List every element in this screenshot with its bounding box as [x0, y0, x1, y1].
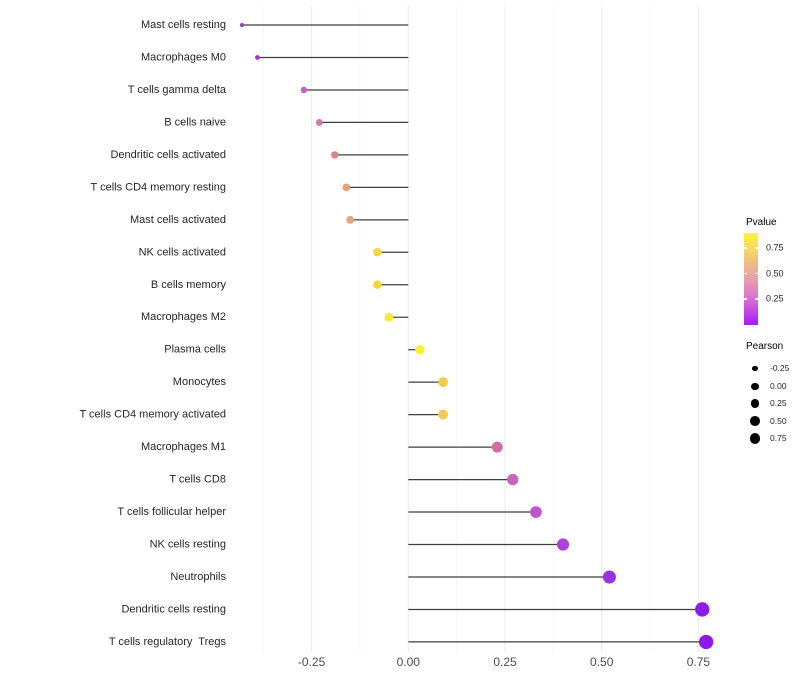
category-label: T cells CD8 [169, 474, 226, 486]
pvalue-colorbar-tick [755, 272, 758, 275]
pearson-legend-row: -0.25 [744, 360, 789, 378]
category-label: T cells CD4 memory activated [79, 409, 226, 421]
pvalue-colorbar-tick [744, 298, 747, 300]
lollipop-dot [415, 344, 425, 355]
pvalue-tick-label: 0.50 [766, 268, 784, 278]
lollipop-dot [530, 506, 542, 518]
category-label: Mast cells activated [130, 214, 226, 226]
lollipop-dot [346, 215, 355, 224]
pvalue-legend: Pvalue 0.75 0.50 0.25 [744, 217, 800, 332]
lollipop-dot [491, 441, 503, 453]
pearson-legend-label: 0.00 [770, 380, 787, 391]
category-label: T cells CD4 memory resting [91, 181, 227, 193]
pearson-legend-dot-icon [751, 382, 759, 390]
category-label: T cells follicular helper [117, 506, 226, 518]
pearson-legend: Pearson -0.25 0.00 0.25 0.50 0.75 [744, 341, 800, 451]
pearson-legend-dot-icon [752, 366, 758, 372]
pvalue-colorbar [744, 233, 758, 325]
lollipop-dot [331, 151, 339, 159]
category-label: Mast cells resting [141, 19, 226, 31]
lollipop-dot [300, 86, 308, 94]
pearson-legend-dot-icon [750, 399, 760, 409]
category-label: B cells memory [151, 279, 227, 291]
pearson-legend-key [744, 366, 766, 372]
pearson-legend-label: 0.50 [770, 415, 787, 426]
category-label: Dendritic cells resting [121, 603, 226, 615]
category-label: NK cells resting [150, 539, 226, 551]
category-label: Monocytes [173, 376, 227, 388]
pearson-legend-key [744, 416, 766, 427]
category-label: T cells regulatory Tregs [109, 636, 227, 648]
pvalue-colorbar-tick [755, 298, 758, 300]
category-label: Neutrophils [170, 571, 226, 583]
pearson-legend-title: Pearson [746, 341, 784, 352]
category-label: Plasma cells [164, 344, 226, 356]
pvalue-legend-title: Pvalue [746, 217, 777, 228]
category-label: Macrophages M0 [141, 51, 226, 63]
lollipop-dot [384, 312, 394, 322]
category-label: Macrophages M1 [141, 441, 226, 453]
category-label: Macrophages M2 [141, 311, 226, 323]
pearson-legend-row: 0.50 [744, 413, 789, 431]
lollipop-dot [239, 23, 244, 27]
pearson-legend-key [744, 382, 766, 390]
lollipop-dot [342, 183, 351, 192]
pearson-legend-key [744, 433, 766, 445]
pearson-legend-row: 0.25 [744, 395, 789, 413]
lollipop-dot [602, 570, 616, 584]
x-axis-tick-label: 0.50 [590, 655, 614, 669]
lollipop-dot [507, 473, 519, 486]
x-axis-tick-label: 0.75 [687, 655, 711, 669]
category-label: B cells naive [164, 116, 226, 128]
pearson-legend-dot-icon [750, 416, 760, 427]
pearson-legend-key [744, 399, 766, 409]
pearson-legend-row: 0.00 [744, 378, 789, 396]
lollipop-dot [373, 280, 382, 290]
pvalue-colorbar-tick [744, 247, 747, 249]
lollipop-dot [373, 248, 382, 257]
lollipop-dot [438, 377, 449, 388]
lollipop-dot [698, 634, 714, 650]
lollipop-dot [556, 538, 570, 551]
pearson-legend-dot-icon [749, 433, 761, 445]
x-axis-tick-label: 0.00 [397, 655, 421, 669]
lollipop-dot [695, 602, 710, 617]
category-label: Dendritic cells activated [110, 149, 226, 161]
pearson-legend-label: 0.75 [770, 433, 787, 444]
category-label: T cells gamma delta [128, 84, 227, 96]
lollipop-dot [315, 118, 323, 126]
pearson-legend-label: -0.25 [770, 363, 790, 374]
lollipop-dot [255, 55, 260, 60]
x-axis-tick-label: 0.25 [493, 655, 517, 669]
x-axis-tick-label: -0.25 [298, 655, 326, 669]
pvalue-colorbar-tick [755, 247, 758, 249]
category-label: NK cells activated [139, 246, 226, 258]
pearson-legend-row: 0.75 [744, 430, 789, 448]
pearson-legend-label: 0.25 [770, 398, 787, 409]
pvalue-colorbar-tick [744, 272, 747, 275]
pvalue-tick-label: 0.75 [766, 242, 784, 253]
pvalue-tick-label: 0.25 [766, 293, 784, 304]
lollipop-dot [438, 409, 449, 420]
